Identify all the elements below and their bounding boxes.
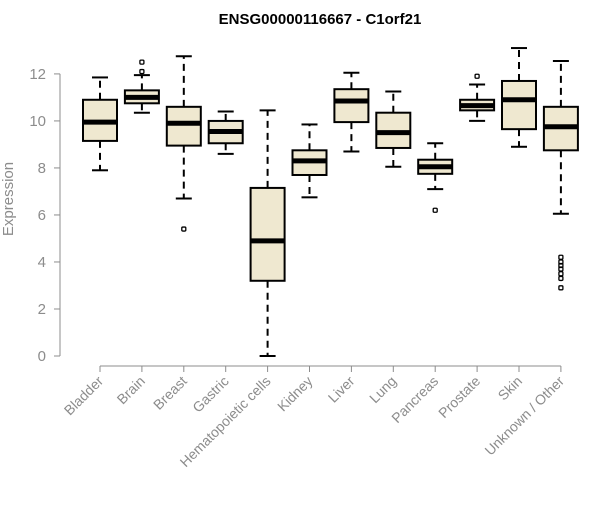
box-pancreas [417,142,454,213]
y-tick-label: 12 [29,66,46,83]
y-tick-label: 10 [29,113,46,130]
y-axis: 0 2 4 6 8 10 12 [29,66,61,365]
x-tick-label: Brain [114,373,148,407]
iqr-box [249,186,286,282]
x-tick-label: Kidney [274,373,316,415]
box-breast [165,55,202,232]
chart-title: ENSG00000116667 - C1orf21 [219,11,422,28]
y-tick-label: 6 [38,207,46,224]
x-tick-label: Lung [366,373,399,406]
box-unknown-other [542,59,579,291]
y-tick-label: 4 [38,254,46,271]
outlier-point [139,68,145,75]
iqr-box [333,88,370,124]
box-hematopoietic-cells [249,109,286,357]
box-series [82,47,579,357]
y-tick-label: 8 [38,160,46,177]
outlier-point [558,285,564,291]
box-liver [333,71,370,153]
box-bladder [82,76,118,172]
x-tick-label: Pancreas [388,373,441,426]
box-gastric [207,110,244,155]
x-tick-label: Liver [325,373,358,406]
outlier-point [181,226,187,232]
box-skin [501,47,537,148]
outlier-point [558,275,564,282]
outlier-point [558,266,564,272]
outlier-point [558,271,564,277]
box-prostate [459,73,496,122]
x-tick-label: Unknown / Other [481,373,567,459]
x-tick-label: Skin [495,373,526,404]
iqr-box [165,105,202,147]
y-axis-label: Expression [0,162,17,236]
y-tick-label: 2 [38,301,46,318]
x-tick-label: Bladder [61,373,107,419]
x-tick-label: Prostate [435,373,483,421]
outlier-point [139,59,145,65]
box-lung [375,90,412,168]
outlier-point [558,254,564,260]
box-brain [123,59,160,114]
iqr-box [501,79,537,131]
outlier-point [432,207,438,213]
box-kidney [291,123,328,199]
y-tick-label: 0 [38,348,46,365]
x-tick-label: Breast [150,373,190,413]
outlier-point [474,73,480,79]
